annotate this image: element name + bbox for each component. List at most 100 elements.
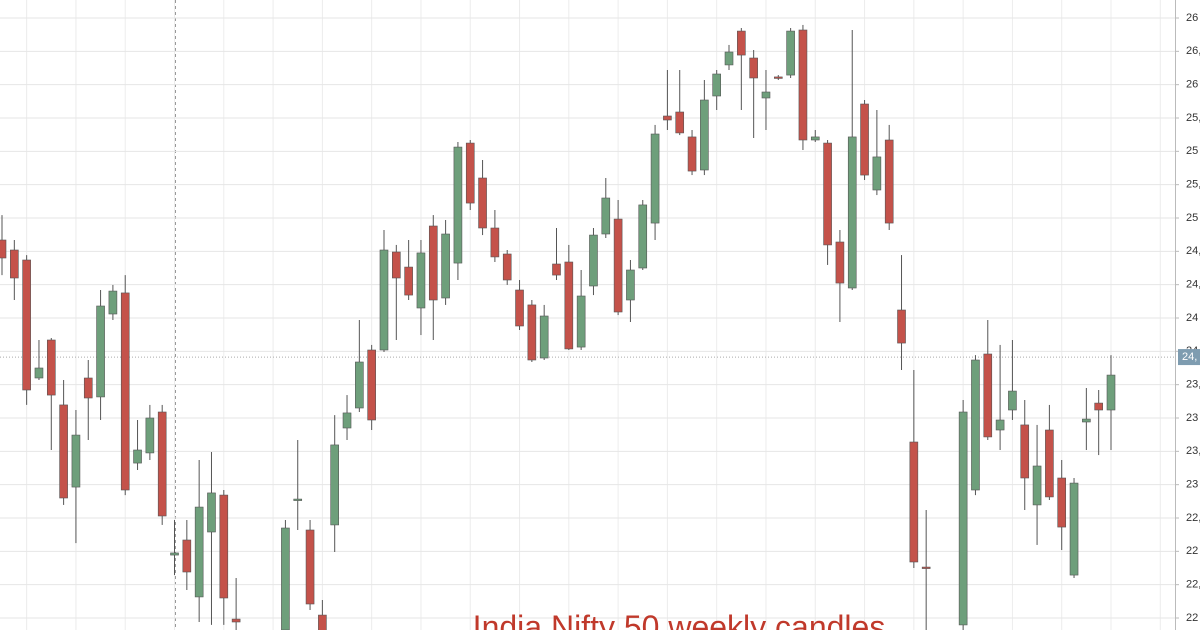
candle-body	[1032, 465, 1042, 506]
candle-body	[219, 494, 229, 599]
candle-body	[613, 218, 623, 313]
candle-body	[108, 290, 118, 315]
candle-body	[539, 315, 549, 359]
candle-body	[601, 197, 611, 235]
candle-body	[182, 539, 192, 573]
y-tick-label: 24,	[1186, 245, 1200, 257]
candle-body	[305, 529, 315, 605]
candle-body	[958, 411, 968, 626]
last-price-label: 24,	[1182, 351, 1197, 363]
grid	[0, 0, 1175, 630]
candle-body	[490, 227, 500, 258]
candle-body	[1069, 482, 1079, 576]
candle-body	[663, 115, 672, 121]
candle-body	[207, 492, 216, 533]
candle-body	[921, 566, 931, 569]
y-tick-label: 23,	[1186, 379, 1200, 391]
plot-area	[0, 24, 1116, 630]
candle-body	[737, 30, 746, 56]
candle-body	[157, 411, 167, 517]
candle-body	[428, 225, 438, 301]
candle-body	[342, 412, 352, 429]
candle-body	[145, 417, 155, 454]
y-tick-label: 24,	[1186, 279, 1200, 291]
candle-body	[1094, 402, 1103, 411]
candle-body	[318, 614, 327, 630]
candle-body	[971, 359, 980, 491]
candle-body	[10, 249, 19, 279]
candle-body	[897, 309, 906, 344]
candle-body	[133, 449, 142, 464]
candle-body	[120, 292, 130, 491]
candle-body	[453, 146, 463, 264]
candle-body	[404, 266, 413, 296]
candle-body	[884, 139, 894, 224]
candle-body	[478, 177, 487, 229]
y-tick-label: 23	[1186, 412, 1198, 424]
candle-body	[1020, 424, 1030, 479]
y-tick-label: 22	[1186, 545, 1198, 557]
candle-body	[847, 136, 857, 289]
candle-body	[872, 156, 882, 191]
candle-body	[170, 552, 179, 556]
candle-body	[1106, 374, 1116, 411]
candle-body	[995, 419, 1005, 431]
candle-body	[0, 239, 7, 259]
candle-body	[823, 142, 832, 246]
candle-body	[589, 234, 598, 287]
candle-body	[46, 339, 56, 396]
candle-body	[860, 103, 869, 176]
y-tick-label: 22	[1186, 612, 1198, 624]
last-price-tag	[1178, 349, 1200, 366]
candle-body	[231, 618, 241, 623]
candle-body	[626, 269, 635, 301]
candle-body	[687, 136, 697, 172]
candle-body	[34, 367, 44, 379]
candle-body	[367, 349, 376, 421]
candle-body	[700, 99, 709, 171]
y-tick-label: 22,	[1186, 512, 1200, 524]
candle-body	[293, 498, 303, 501]
candle-body	[761, 91, 771, 99]
candle-body	[1082, 418, 1091, 423]
candle-body	[527, 304, 537, 361]
candle-body	[355, 361, 364, 409]
candle-body	[724, 51, 734, 66]
candle-body	[638, 204, 648, 269]
candle-body	[502, 253, 512, 281]
candle-body	[564, 261, 574, 350]
candle-body	[392, 251, 401, 279]
candle-body	[22, 259, 31, 391]
y-tick-label: 24	[1186, 312, 1198, 324]
y-tick-label: 25,	[1186, 112, 1200, 124]
candle-body	[281, 527, 290, 630]
candle-body	[983, 353, 993, 438]
chart-title: India Nifty 50 weekly candles	[473, 609, 886, 630]
y-tick-label: 25	[1186, 212, 1198, 224]
candle-body	[712, 73, 721, 97]
candle-body	[749, 57, 758, 79]
price-axis: 2626,2625,2525,2524,24,242423,2323,2322,…	[1175, 12, 1200, 624]
candle-body	[379, 249, 389, 351]
y-tick-label: 26	[1186, 79, 1198, 91]
candle-body	[441, 233, 450, 299]
candle-body	[71, 434, 81, 488]
candle-body	[330, 444, 340, 526]
y-tick-label: 22,	[1186, 579, 1200, 591]
y-tick-label: 26,	[1186, 45, 1200, 57]
candle-body	[810, 136, 820, 141]
candle-body	[1045, 429, 1054, 498]
candle-body	[650, 133, 660, 224]
candle-body	[465, 142, 475, 204]
candle-body	[675, 111, 685, 134]
candle-body	[552, 263, 561, 276]
candle-body	[194, 506, 204, 598]
y-tick-label: 25,	[1186, 179, 1200, 191]
candle-body	[576, 295, 586, 348]
candle-body	[773, 76, 783, 79]
y-tick-label: 26	[1186, 12, 1198, 24]
candle-body	[59, 404, 68, 499]
candle-body	[786, 30, 795, 76]
candle-body	[798, 29, 808, 141]
